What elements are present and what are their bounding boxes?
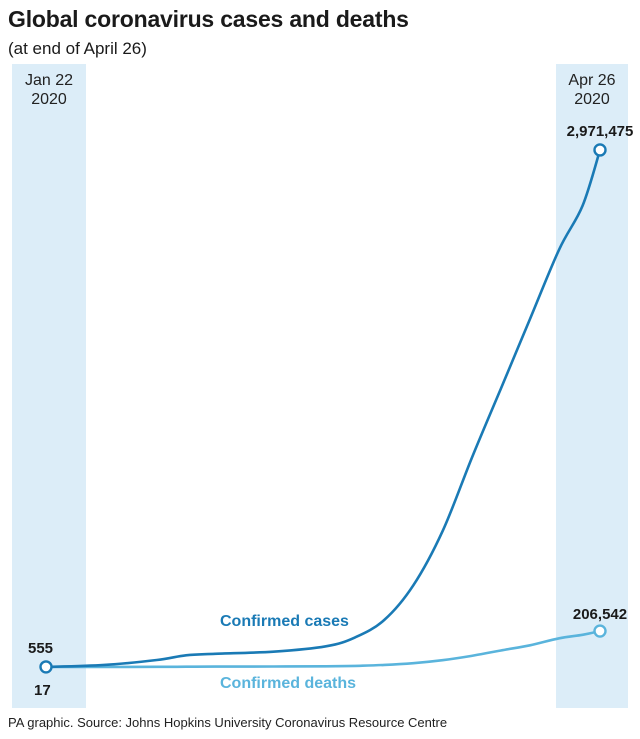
series-line-deaths xyxy=(44,629,602,669)
series-line-cases xyxy=(44,148,602,669)
start-date-line2: 2020 xyxy=(31,91,67,108)
end-marker-cases xyxy=(593,143,607,157)
end-date-line1: Apr 26 xyxy=(568,72,616,89)
start-date-band xyxy=(12,64,86,708)
end-label-deaths: 206,542 xyxy=(573,606,627,623)
start-date-label: Jan 22 2020 xyxy=(12,71,86,109)
start-date-line1: Jan 22 xyxy=(24,72,74,89)
series-label-cases: Confirmed cases xyxy=(220,613,349,630)
start-label-cases: 555 xyxy=(28,640,53,657)
chart-subtitle: (at end of April 26) xyxy=(8,39,147,58)
end-date-line2: 2020 xyxy=(574,91,610,108)
start-label-deaths: 17 xyxy=(34,682,51,699)
label-layer: 555 17 2,971,475 206,542 Confirmed cases Conf… xyxy=(28,123,633,699)
start-marker xyxy=(39,660,53,674)
end-date-label: Apr 26 2020 xyxy=(556,71,628,109)
series-label-deaths: Confirmed deaths xyxy=(220,675,356,692)
source-footer: PA graphic. Source: Johns Hopkins Univer… xyxy=(8,715,448,730)
end-date-band xyxy=(556,64,628,708)
end-label-cases: 2,971,475 xyxy=(567,123,634,140)
series-layer xyxy=(39,143,607,674)
chart-title: Global coronavirus cases and deaths xyxy=(8,6,409,32)
end-marker-deaths xyxy=(593,624,607,638)
